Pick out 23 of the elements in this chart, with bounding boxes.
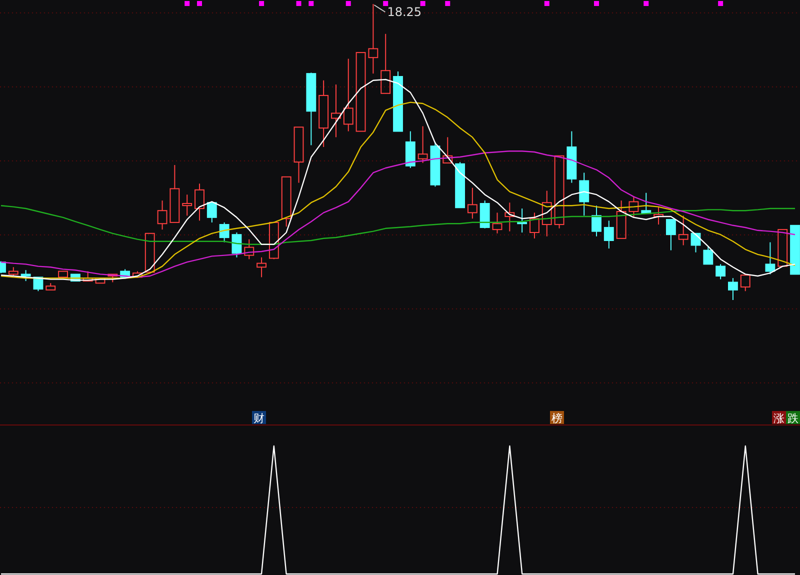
candlestick [716,264,726,280]
annotation: 18.25 [387,5,422,19]
candlestick [368,4,378,74]
candlestick [194,183,204,222]
candlestick [343,58,354,132]
candlestick [504,202,515,232]
candlestick [256,256,266,278]
text: 涨 [774,412,784,425]
text: 跌 [788,412,798,425]
text: 财 [254,412,264,425]
candlestick [467,187,478,220]
candlestick [331,84,341,138]
candlestick [579,172,590,216]
candlestick [542,190,552,237]
candlestick [592,205,602,237]
candlestick [517,208,528,234]
candlestick [182,194,192,216]
candlestick [604,220,614,249]
candlestick [492,212,502,234]
candlestick [157,200,168,230]
text: 榜 [552,412,562,425]
candlestick [566,130,577,184]
candlestick [318,80,329,148]
